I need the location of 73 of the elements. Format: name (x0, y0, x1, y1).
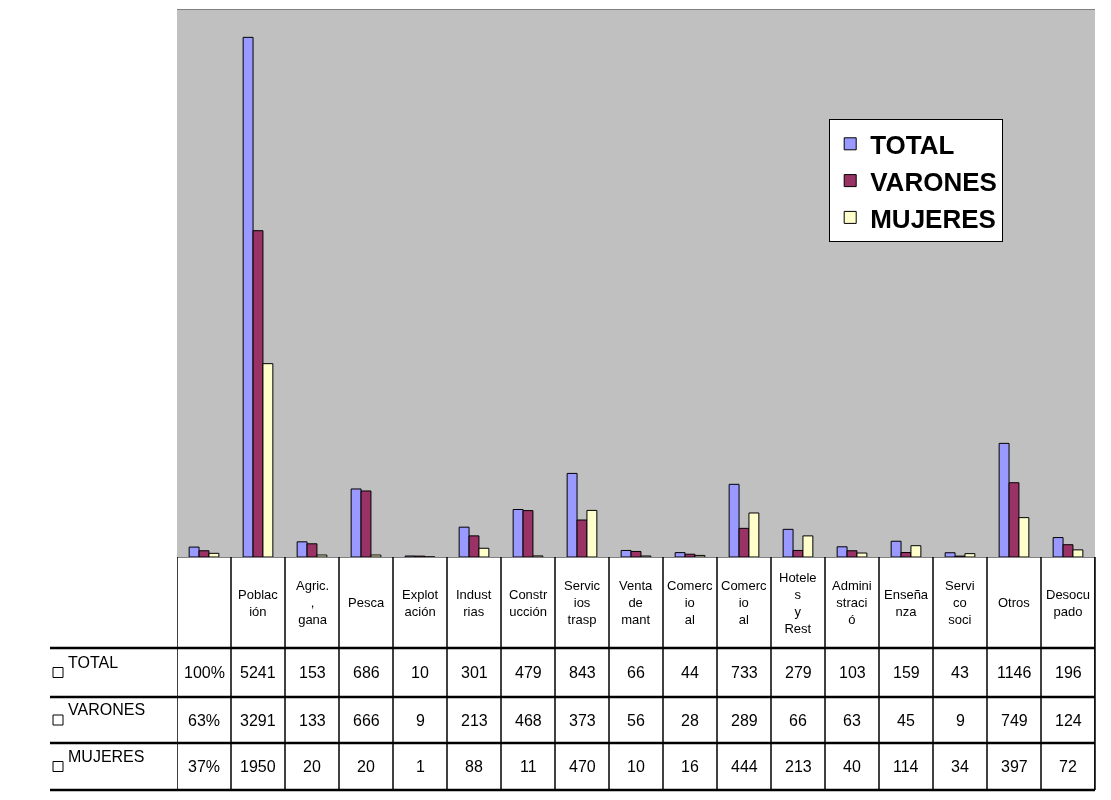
x-tick-label: Industrias (456, 587, 492, 619)
data-label: 444 (731, 758, 758, 775)
x-tick-label: Servicios trasp (564, 578, 601, 627)
x-tick-label: Explotación (402, 587, 439, 619)
data-label: 749 (1001, 712, 1028, 729)
data-label: 20 (357, 758, 375, 775)
legend-label: TOTAL (870, 129, 955, 160)
x-tick-label: Enseñanza (884, 587, 929, 619)
x-tick-label: Desocupado (1046, 587, 1091, 619)
x-tick-label: Hoteles y Rest (779, 570, 817, 636)
data-label: 66 (627, 664, 645, 681)
data-label: 1146 (997, 664, 1032, 681)
text: VARONES (68, 701, 146, 718)
data-label: 56 (627, 712, 645, 729)
data-label: 289 (731, 712, 758, 729)
data-label: 44 (681, 664, 699, 681)
text: TOTAL (68, 654, 119, 671)
data-label: 5241 (240, 664, 276, 681)
data-label: 470 (569, 758, 596, 775)
data-label: 843 (569, 664, 596, 681)
data-label: 468 (515, 712, 542, 729)
data-label: 103 (839, 664, 866, 681)
data-label: 666 (353, 712, 380, 729)
data-label: 100% (184, 664, 225, 681)
data-label: 63 (843, 712, 861, 729)
data-label: 43 (951, 664, 969, 681)
data-label: 159 (893, 664, 920, 681)
text: MUJERES (68, 748, 145, 765)
data-label: 63% (188, 712, 221, 729)
data-label: 40 (843, 758, 861, 775)
data-label: 733 (731, 664, 758, 681)
x-tick-label: Servi co soci (945, 578, 975, 627)
data-label: 37% (188, 758, 221, 775)
data-label: 9 (416, 712, 425, 729)
data-label: 3291 (240, 712, 276, 729)
legend-label: MUJERES (870, 203, 996, 234)
x-tick-label: Comercio al (721, 578, 768, 627)
data-label: 213 (785, 758, 812, 775)
data-label: 72 (1059, 758, 1077, 775)
data-label: 34 (951, 758, 969, 775)
data-label: 124 (1055, 712, 1082, 729)
data-label: 20 (303, 758, 321, 775)
x-tick-label: Agric., gana (296, 578, 330, 627)
data-label: 10 (627, 758, 645, 775)
data-label: 45 (897, 712, 915, 729)
data-label: 213 (461, 712, 488, 729)
data-label: 1950 (240, 758, 276, 775)
x-tick-label: Población (238, 587, 279, 619)
data-label: 397 (1001, 758, 1028, 775)
data-label: 114 (893, 758, 919, 775)
data-label: 11 (520, 758, 537, 775)
data-label: 66 (789, 712, 807, 729)
data-label: 279 (785, 664, 812, 681)
data-label: 196 (1055, 664, 1082, 681)
x-tick-label: Venta de mant (619, 578, 654, 627)
x-tick-label: Comercio al (667, 578, 714, 627)
data-label: 153 (299, 664, 326, 681)
data-label: 10 (411, 664, 429, 681)
data-label: 16 (681, 758, 699, 775)
data-label: 28 (681, 712, 699, 729)
x-tick-label: Otros (998, 595, 1031, 610)
x-tick-label: Administració (832, 578, 872, 627)
data-label: 373 (569, 712, 596, 729)
data-label: 479 (515, 664, 542, 681)
data-label: 88 (465, 758, 483, 775)
data-label: 301 (461, 664, 488, 681)
x-tick-label: Construcción (509, 587, 548, 619)
x-tick-label: Pesca (348, 595, 385, 610)
data-label: 9 (956, 712, 965, 729)
data-label: 686 (353, 664, 380, 681)
data-label: 1 (416, 758, 425, 775)
data-label: 133 (299, 712, 326, 729)
legend-label: VARONES (870, 166, 997, 197)
